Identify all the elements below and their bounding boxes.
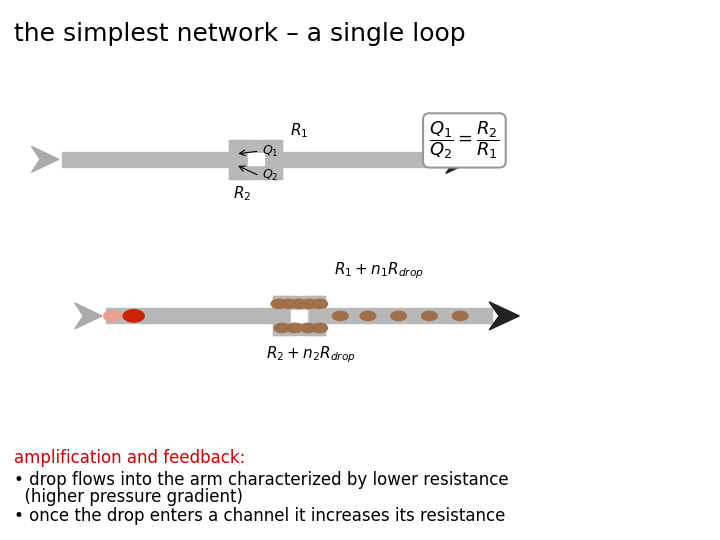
Bar	[261, 140, 282, 179]
Ellipse shape	[422, 311, 437, 321]
Ellipse shape	[123, 310, 144, 322]
Bar	[273, 320, 325, 335]
Ellipse shape	[287, 323, 302, 333]
Bar	[106, 308, 283, 323]
Ellipse shape	[291, 299, 307, 308]
Polygon shape	[75, 303, 102, 329]
Ellipse shape	[274, 323, 290, 333]
Bar	[273, 296, 325, 312]
Text: $Q_2$: $Q_2$	[261, 168, 278, 184]
Text: $R_1$: $R_1$	[290, 122, 309, 140]
Text: (higher pressure gradient): (higher pressure gradient)	[14, 488, 243, 506]
Text: amplification and feedback:: amplification and feedback:	[14, 449, 246, 467]
Text: the simplest network – a single loop: the simplest network – a single loop	[14, 22, 466, 45]
Text: $\dfrac{Q_1}{Q_2} = \dfrac{R_2}{R_1}$: $\dfrac{Q_1}{Q_2} = \dfrac{R_2}{R_1}$	[429, 119, 500, 161]
Text: $R_2 + n_2 R_{drop}$: $R_2 + n_2 R_{drop}$	[266, 344, 356, 365]
Ellipse shape	[300, 323, 316, 333]
Bar	[278, 152, 449, 167]
Polygon shape	[32, 146, 59, 172]
Ellipse shape	[271, 299, 287, 308]
Bar	[273, 296, 293, 335]
Ellipse shape	[312, 323, 328, 333]
Ellipse shape	[360, 311, 376, 321]
Bar	[291, 310, 307, 322]
Bar	[321, 308, 492, 323]
Bar	[305, 296, 325, 335]
Ellipse shape	[281, 299, 296, 308]
Ellipse shape	[391, 311, 407, 321]
Ellipse shape	[302, 299, 317, 308]
Ellipse shape	[104, 310, 122, 321]
Ellipse shape	[452, 311, 468, 321]
Text: • drop flows into the arm characterized by lower resistance: • drop flows into the arm characterized …	[14, 471, 509, 489]
Bar	[230, 140, 250, 179]
Text: $R_1 + n_1 R_{drop}$: $R_1 + n_1 R_{drop}$	[333, 260, 423, 280]
Ellipse shape	[312, 299, 328, 308]
Bar	[248, 153, 264, 165]
Text: $Q_1$: $Q_1$	[261, 144, 278, 159]
Polygon shape	[446, 145, 476, 173]
Text: $R_2$: $R_2$	[233, 185, 251, 203]
Polygon shape	[489, 302, 519, 330]
Text: • once the drop enters a channel it increases its resistance: • once the drop enters a channel it incr…	[14, 507, 505, 525]
Bar	[63, 152, 240, 167]
Bar	[230, 164, 282, 179]
Bar	[230, 140, 282, 155]
Ellipse shape	[333, 311, 348, 321]
